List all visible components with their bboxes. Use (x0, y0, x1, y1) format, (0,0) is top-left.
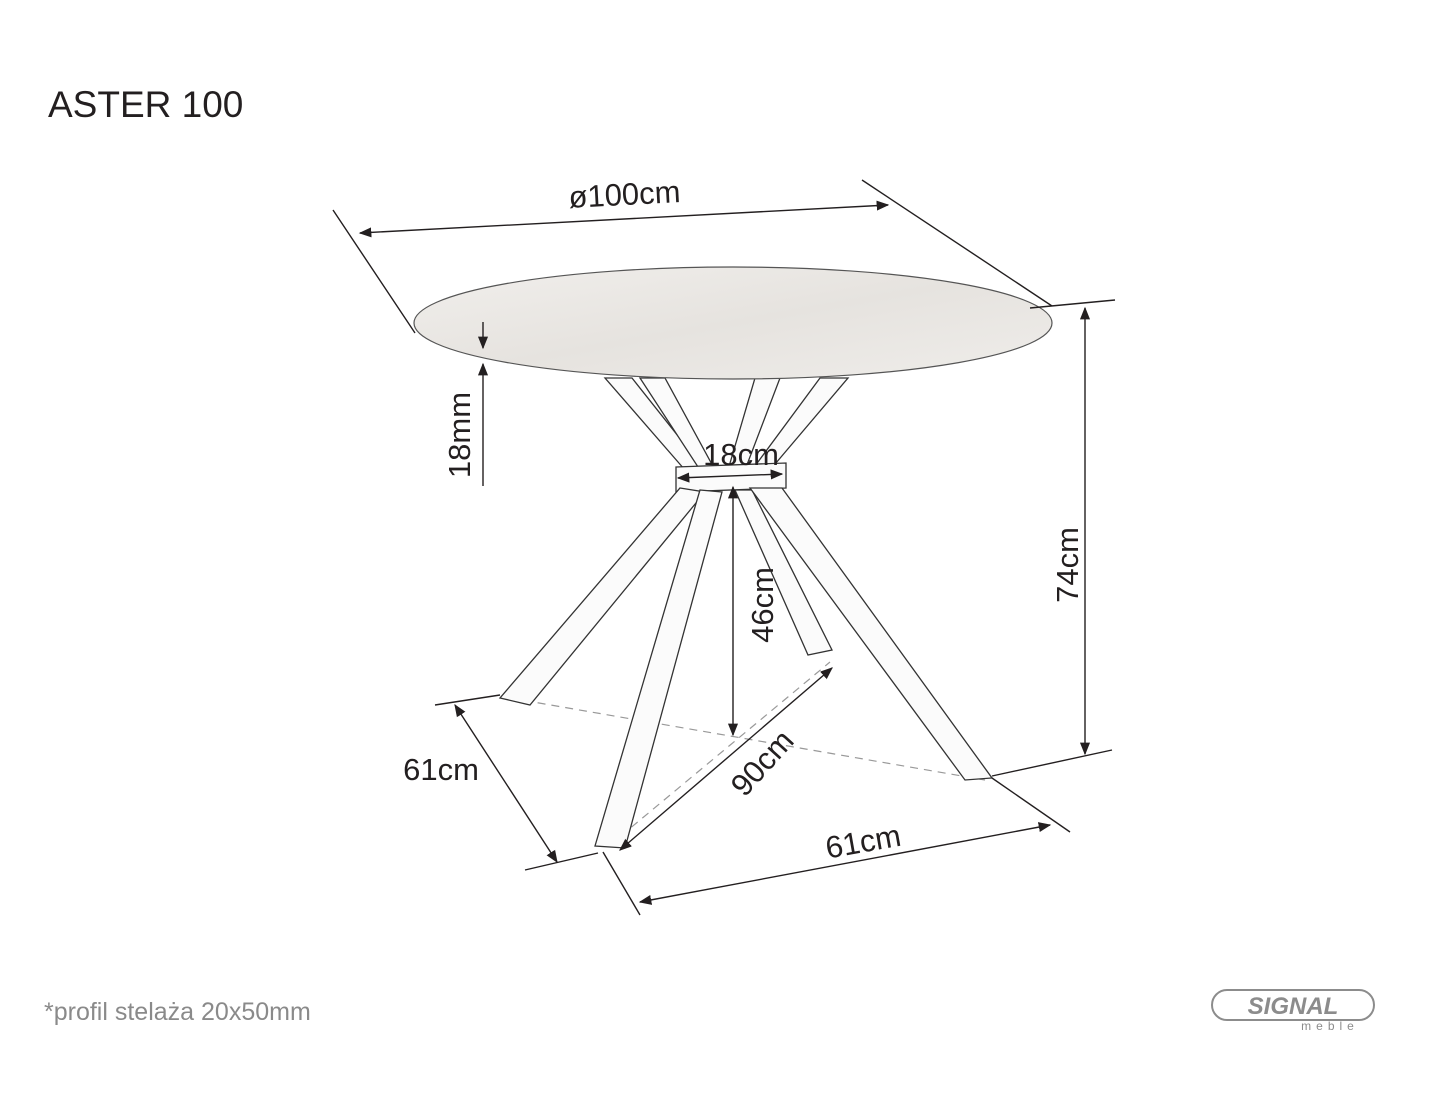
width-line (638, 822, 1052, 905)
frame-profile-note: *profil stelaża 20x50mm (44, 998, 311, 1026)
extension-line (434, 694, 501, 706)
extension-line (332, 209, 416, 334)
svg-text:SIGNAL: SIGNAL (1248, 993, 1339, 1020)
extension-line (991, 749, 1113, 777)
extension-line (991, 777, 1071, 833)
thickness-label: 18mm (442, 392, 477, 478)
svg-text:meble: meble (1301, 1019, 1359, 1033)
width-label: 61cm (823, 818, 904, 866)
extension-line (524, 852, 599, 871)
height-label: 74cm (1050, 527, 1085, 603)
diameter-dimension-line (358, 200, 890, 238)
extension-line (861, 179, 1053, 307)
product-title: ASTER 100 (48, 84, 244, 125)
depth-label: 61cm (403, 752, 479, 787)
depth-line (454, 703, 558, 864)
diameter-label: ø100cm (568, 174, 682, 215)
diagonal-line (619, 667, 833, 851)
hub-width-line (676, 469, 784, 483)
hub-height-label: 46cm (745, 567, 780, 643)
tabletop (413, 266, 1053, 380)
extension-line (602, 851, 641, 916)
signal-logo: SIGNAL meble (1211, 989, 1375, 1033)
table-base (498, 377, 994, 849)
hub-width-label: 18cm (703, 437, 779, 472)
diagonal-label: 90cm (724, 723, 801, 803)
extension-line (1029, 299, 1116, 309)
